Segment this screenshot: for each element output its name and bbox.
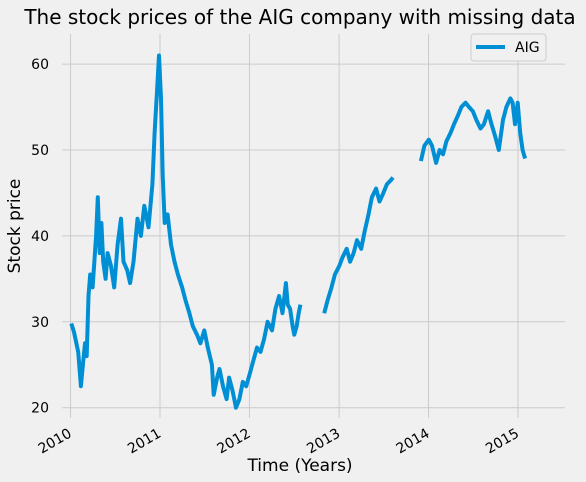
- series-line-aig: [418, 96, 528, 165]
- legend: AIG: [470, 33, 547, 62]
- y-tick-label: 40: [31, 229, 49, 245]
- series-line-aig: [322, 176, 395, 314]
- y-tick-label: 50: [31, 143, 49, 159]
- y-tick-labels: 20 30 40 50 60: [31, 57, 49, 417]
- series-lines: [69, 53, 528, 410]
- legend-label-aig: AIG: [515, 40, 540, 56]
- y-tick-label: 20: [31, 401, 49, 417]
- series-line-aig: [69, 53, 303, 410]
- legend-box: [470, 33, 547, 62]
- x-axis-label: Time (Years): [246, 456, 352, 476]
- chart-title: The stock prices of the AIG company with…: [23, 5, 575, 29]
- y-tick-label: 30: [31, 315, 49, 331]
- y-tick-label: 60: [31, 57, 49, 73]
- y-axis-label: Stock price: [5, 179, 25, 274]
